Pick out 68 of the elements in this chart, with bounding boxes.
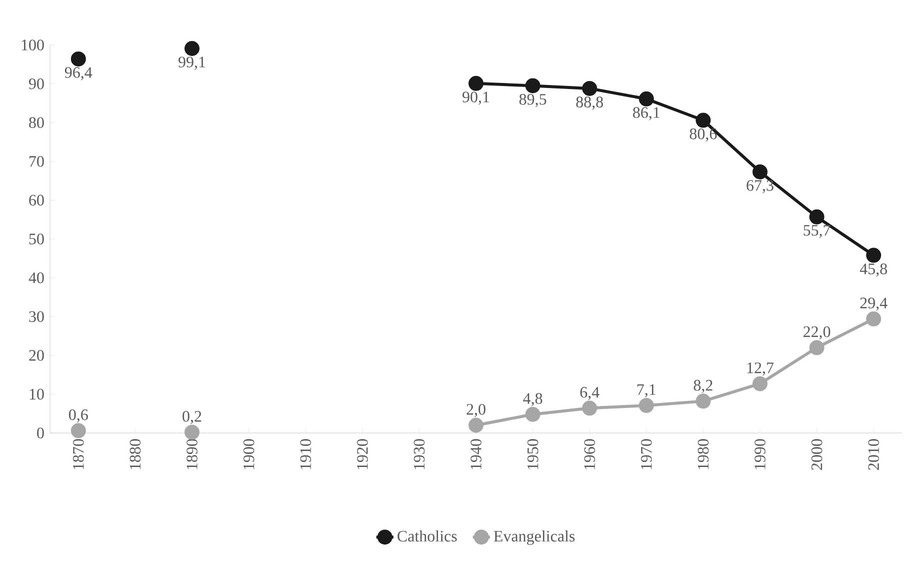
data-label: 90,1 bbox=[462, 92, 490, 105]
data-label: 6,4 bbox=[580, 386, 600, 400]
point bbox=[468, 76, 484, 91]
x-tick-label: 1910 bbox=[300, 439, 312, 470]
legend-label: Catholics bbox=[398, 530, 457, 542]
data-label: 80,6 bbox=[690, 128, 717, 142]
data-label: 88,8 bbox=[576, 96, 603, 110]
point bbox=[638, 91, 654, 106]
data-label: 99,1 bbox=[178, 56, 206, 70]
point bbox=[809, 340, 824, 356]
point bbox=[866, 248, 882, 263]
point bbox=[696, 394, 711, 409]
point bbox=[582, 400, 598, 416]
y-tick-label: 30 bbox=[29, 311, 44, 322]
data-label: 45,8 bbox=[860, 264, 887, 277]
x-tick-label: 1990 bbox=[754, 439, 766, 470]
x-tick-label: 2000 bbox=[811, 439, 822, 470]
point bbox=[582, 80, 598, 96]
x-tick-label: 1880 bbox=[130, 439, 141, 470]
point bbox=[70, 423, 86, 438]
point bbox=[752, 376, 768, 392]
point bbox=[638, 398, 654, 413]
data-label: 89,5 bbox=[519, 94, 546, 108]
point bbox=[809, 209, 824, 224]
x-tick-label: 1890 bbox=[186, 439, 198, 470]
x-tick-label: 1980 bbox=[698, 439, 709, 470]
point bbox=[866, 311, 882, 326]
point bbox=[468, 418, 484, 433]
data-label: 86,1 bbox=[633, 107, 660, 120]
y-tick-label: 70 bbox=[30, 156, 44, 167]
x-tick-label: 1970 bbox=[641, 439, 652, 470]
data-label: 0,2 bbox=[182, 410, 202, 424]
data-label: 12,7 bbox=[747, 362, 774, 376]
y-tick-label: 90 bbox=[28, 78, 44, 90]
data-label: 7,1 bbox=[637, 384, 656, 398]
point bbox=[525, 406, 540, 422]
point bbox=[752, 164, 768, 180]
x-tick-label: 1940 bbox=[470, 439, 482, 470]
data-label: 8,2 bbox=[694, 380, 712, 393]
point bbox=[525, 78, 540, 94]
point bbox=[184, 424, 200, 440]
point bbox=[184, 40, 200, 56]
y-tick-label: 20 bbox=[29, 350, 44, 361]
data-label: 2,0 bbox=[466, 404, 486, 418]
y-tick-label: 60 bbox=[29, 194, 44, 206]
legend-label: Evangelicals bbox=[494, 530, 575, 545]
data-label: 67,3 bbox=[746, 180, 774, 194]
y-tick-label: 100 bbox=[22, 40, 44, 50]
y-tick-label: 40 bbox=[28, 272, 44, 284]
x-tick-label: 2010 bbox=[868, 439, 880, 470]
data-label: 22,0 bbox=[804, 326, 830, 340]
y-tick-label: 80 bbox=[29, 117, 44, 128]
x-tick-label: 1930 bbox=[414, 439, 425, 470]
y-tick-label: 10 bbox=[30, 388, 44, 400]
data-label: 4,8 bbox=[523, 393, 542, 406]
y-tick-label: 50 bbox=[29, 234, 44, 244]
data-label: 96,4 bbox=[64, 67, 92, 80]
x-tick-label: 1960 bbox=[584, 439, 596, 470]
point bbox=[70, 51, 86, 66]
x-tick-label: 1870 bbox=[73, 439, 84, 470]
point bbox=[696, 112, 711, 128]
y-tick-label: 0 bbox=[37, 428, 44, 438]
data-label: 0,6 bbox=[69, 409, 88, 422]
x-tick-label: 1950 bbox=[527, 439, 538, 470]
data-label: 29,4 bbox=[860, 298, 888, 311]
x-tick-label: 1900 bbox=[243, 439, 254, 470]
x-tick-label: 1920 bbox=[357, 439, 368, 470]
data-label: 55,7 bbox=[804, 225, 830, 238]
